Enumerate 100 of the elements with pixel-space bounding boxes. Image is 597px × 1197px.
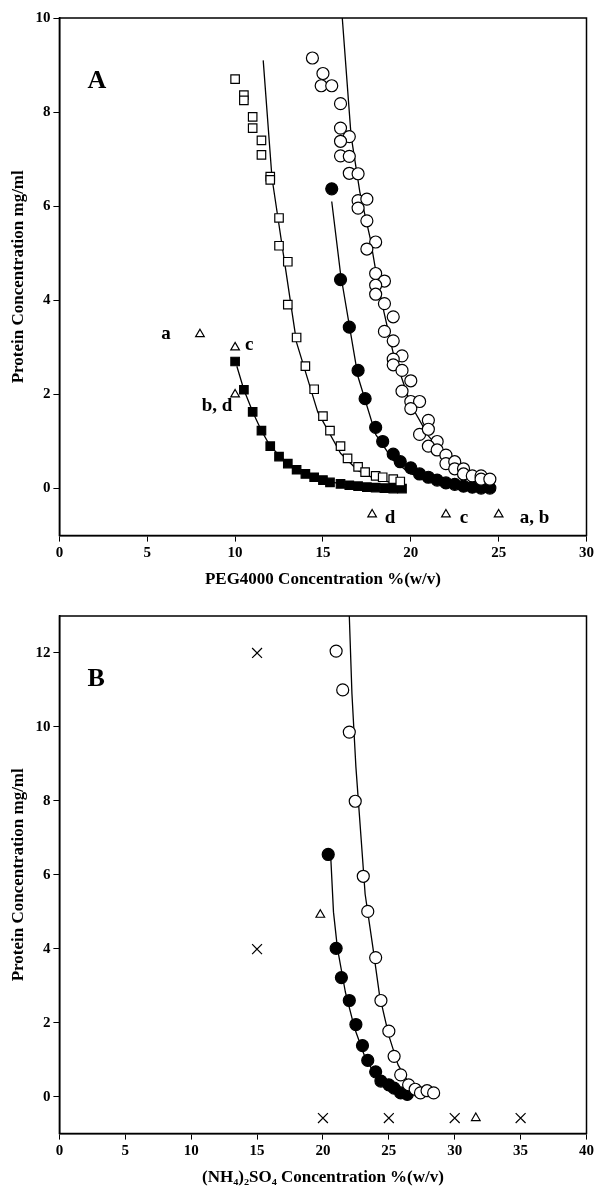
point <box>300 469 311 479</box>
point <box>329 644 343 658</box>
point <box>387 1049 401 1063</box>
point <box>265 175 276 185</box>
point <box>325 425 335 436</box>
point <box>333 121 348 135</box>
point <box>239 384 249 395</box>
x-tick-label: 20 <box>315 1142 331 1159</box>
point <box>383 1112 395 1124</box>
point <box>256 135 267 146</box>
x-tick-label: 10 <box>183 1142 199 1159</box>
y-tick-label: 10 <box>35 717 51 734</box>
point <box>382 1024 396 1038</box>
point <box>358 392 372 406</box>
point <box>300 361 311 372</box>
point <box>282 299 293 310</box>
point <box>361 1053 375 1067</box>
annotation: a <box>161 322 172 344</box>
annotation: b, d <box>201 394 233 416</box>
point <box>342 993 356 1008</box>
x-axis-title: PEG4000 Concentration %(w/v) <box>204 569 441 589</box>
point <box>325 182 339 196</box>
point <box>274 451 284 462</box>
point <box>394 1068 408 1082</box>
point <box>427 1086 441 1100</box>
y-tick-label: 2 <box>42 385 51 402</box>
point <box>282 458 293 469</box>
point <box>239 95 249 106</box>
y-tick-label: 0 <box>42 479 51 496</box>
point <box>247 111 258 122</box>
point <box>356 869 370 883</box>
point <box>360 192 374 206</box>
y-tick-label: 8 <box>42 791 51 808</box>
point <box>315 909 326 918</box>
y-tick-label: 6 <box>42 865 51 882</box>
point <box>369 235 383 249</box>
point <box>309 472 320 483</box>
x-tick-label: 25 <box>381 1142 397 1159</box>
point <box>256 150 267 160</box>
point <box>369 287 383 301</box>
point <box>360 214 374 228</box>
point <box>247 123 258 133</box>
y-tick-label: 12 <box>35 643 51 660</box>
point <box>353 481 363 492</box>
point <box>493 508 504 518</box>
x-tick-label: 35 <box>513 1142 529 1159</box>
point <box>369 951 383 965</box>
point <box>369 1065 383 1079</box>
point <box>361 904 375 918</box>
point <box>274 240 284 251</box>
point <box>334 970 348 985</box>
point <box>351 201 365 215</box>
point <box>386 334 400 348</box>
annotation: A <box>87 64 107 94</box>
point <box>360 242 374 256</box>
point <box>333 97 348 111</box>
y-tick-label: 8 <box>42 102 51 119</box>
point <box>342 725 356 739</box>
point <box>318 411 328 421</box>
point <box>374 993 388 1008</box>
y-tick-label: 4 <box>42 291 51 308</box>
point <box>355 1039 370 1053</box>
point <box>470 1112 481 1122</box>
point <box>421 422 435 436</box>
point <box>377 324 392 338</box>
point <box>393 455 407 469</box>
annotation: B <box>87 662 105 692</box>
point <box>256 425 267 436</box>
point <box>412 394 427 409</box>
point <box>282 256 293 267</box>
point <box>360 467 370 477</box>
x-axis-title: (NH₄)₂SO₄ Concentration %(w/v) <box>201 1167 444 1187</box>
point <box>247 407 258 417</box>
point <box>362 482 372 492</box>
point <box>230 74 240 85</box>
y-tick-label: 4 <box>42 939 51 956</box>
point <box>483 472 497 486</box>
x-tick-label: 10 <box>227 544 243 561</box>
x-tick-label: 15 <box>315 544 331 561</box>
point <box>376 434 390 449</box>
x-tick-label: 40 <box>579 1142 594 1159</box>
point <box>349 1017 363 1032</box>
point <box>230 388 241 398</box>
point <box>395 384 409 398</box>
point <box>342 149 356 163</box>
point <box>333 134 348 148</box>
x-tick-label: 30 <box>447 1142 463 1159</box>
point <box>195 328 205 338</box>
x-tick-label: 0 <box>55 1142 64 1159</box>
point <box>309 384 320 395</box>
point <box>395 363 409 378</box>
point <box>377 297 392 311</box>
point <box>367 508 378 518</box>
point <box>291 464 302 475</box>
x-tick-label: 20 <box>403 544 419 561</box>
x-tick-label: 0 <box>55 544 64 561</box>
point <box>325 79 339 93</box>
point <box>369 420 383 434</box>
annotation: c <box>244 333 254 355</box>
point <box>342 320 356 334</box>
